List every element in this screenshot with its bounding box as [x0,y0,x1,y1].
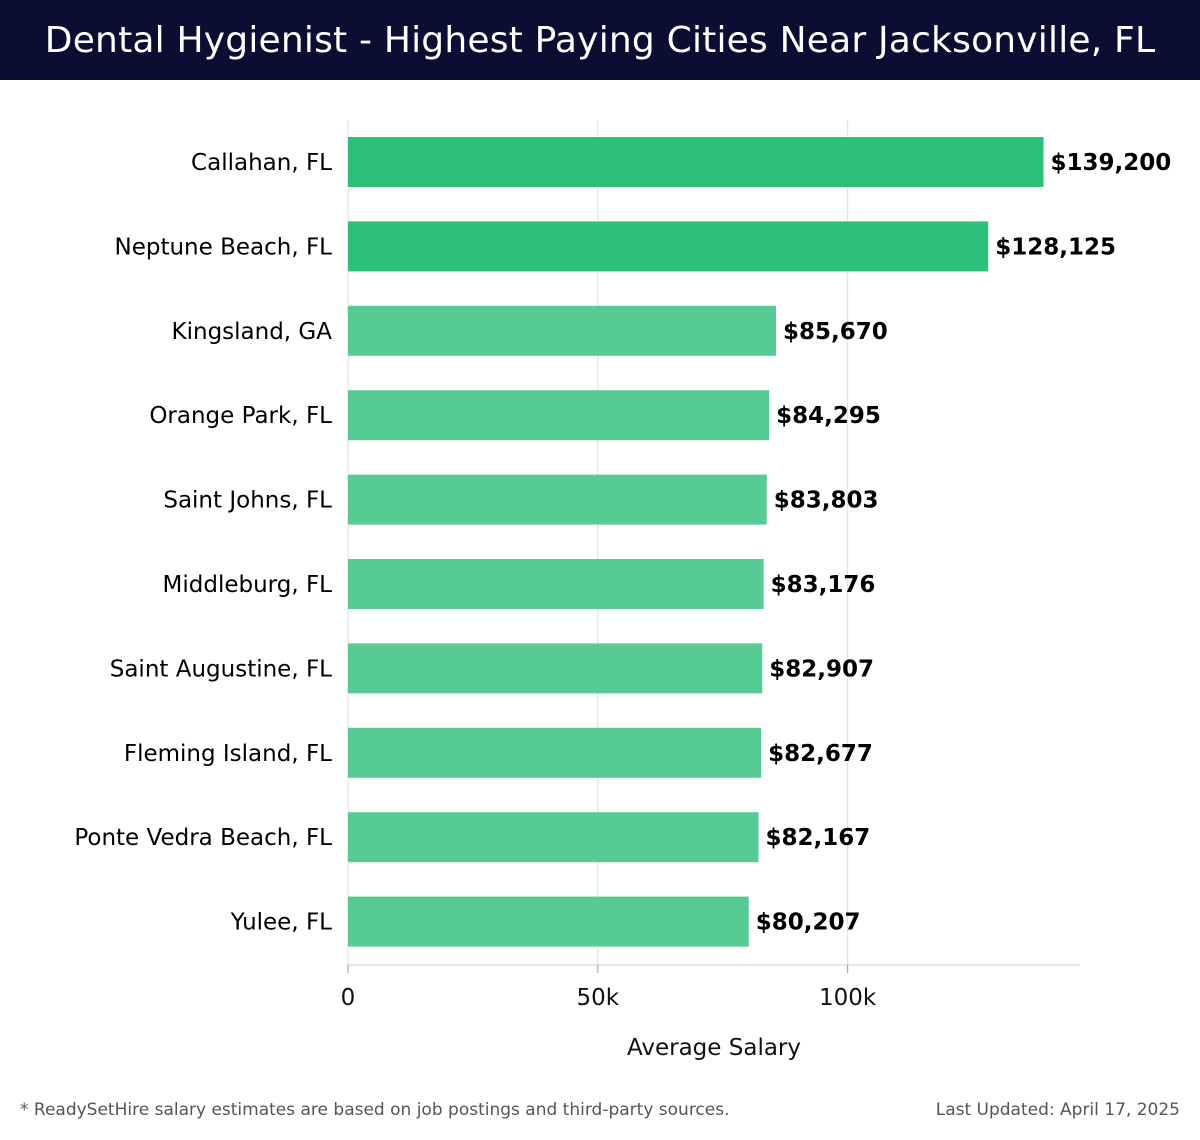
bar-6 [348,643,763,694]
category-label-3: Orange Park, FL [149,403,332,429]
value-labels: $139,200 $128,125 $85,670 $84,295 $83,803 $83… [756,150,1172,936]
bar-4 [348,474,767,525]
bar-9 [348,896,749,947]
footer-note: * ReadySetHire salary estimates are base… [20,1100,730,1120]
value-label-9: $80,207 [756,910,861,936]
bar-8 [348,812,759,863]
value-label-2: $85,670 [783,319,888,345]
last-updated: Last Updated: April 17, 2025 [935,1100,1180,1120]
x-axis-label: Average Salary [627,1035,801,1061]
value-label-7: $82,677 [768,741,873,767]
chart-title: Dental Hygienist - Highest Paying Cities… [44,19,1156,61]
bar-1 [348,221,989,272]
category-labels: Callahan, FL Neptune Beach, FL Kingsland, … [74,150,332,936]
category-label-0: Callahan, FL [191,150,332,176]
category-label-4: Saint Johns, FL [163,488,332,514]
category-label-9: Yulee, FL [230,910,333,936]
category-label-6: Saint Augustine, FL [110,656,332,682]
bar-7 [348,727,762,778]
x-tick-label-0: 0 [341,985,356,1011]
value-label-3: $84,295 [776,403,881,429]
category-label-5: Middleburg, FL [163,572,333,598]
salary-bar-chart: Callahan, FL Neptune Beach, FL Kingsland, … [74,120,1172,1061]
bar-0 [348,137,1044,187]
bar-2 [348,305,777,356]
category-label-7: Fleming Island, FL [124,741,332,767]
bar-5 [348,559,764,609]
x-axis: 0 50k 100k [341,964,1080,1011]
chart-header: Dental Hygienist - Highest Paying Cities… [0,0,1200,80]
value-label-5: $83,176 [771,572,876,598]
x-tick-label-1: 50k [577,985,620,1011]
value-label-8: $82,167 [766,825,871,851]
value-label-6: $82,907 [769,656,874,682]
category-label-2: Kingsland, GA [172,319,333,345]
bars [348,137,1044,947]
category-label-1: Neptune Beach, FL [114,234,332,260]
x-tick-label-2: 100k [819,985,877,1011]
value-label-1: $128,125 [995,234,1116,260]
value-label-0: $139,200 [1051,150,1172,176]
bar-3 [348,390,770,441]
category-label-8: Ponte Vedra Beach, FL [74,825,332,851]
value-label-4: $83,803 [774,488,879,514]
